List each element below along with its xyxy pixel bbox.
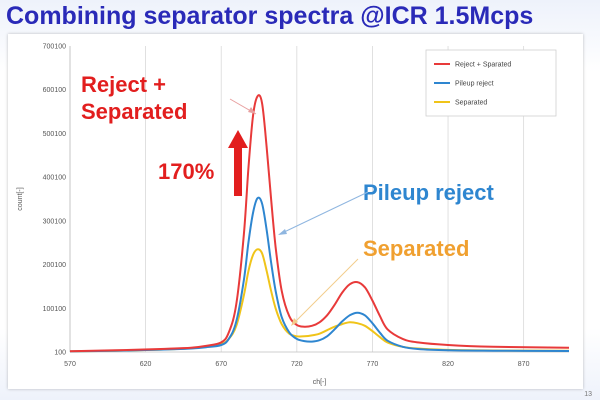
y-tick-label: 400100 — [43, 175, 66, 182]
y-tick-label: 100 — [54, 350, 66, 357]
leader-arrowhead-reject — [248, 107, 256, 114]
y-tick-label: 300100 — [43, 218, 66, 225]
chart-frame: 570 620 670 720 770 820 870 100 100100 200100 3001… — [8, 34, 583, 389]
y-tick-label: 500100 — [43, 131, 66, 138]
leader-arrowhead-pileup — [278, 229, 287, 235]
x-tick-label: 720 — [291, 361, 303, 368]
leader-line-pileup — [279, 191, 369, 235]
increase-arrow-shaft — [234, 146, 242, 196]
x-tick-label: 620 — [140, 361, 152, 368]
y-axis-label: count[-] — [17, 187, 24, 210]
y-tick-label: 700100 — [43, 44, 66, 51]
series-line-reject-sparated — [69, 94, 570, 353]
legend: Reject + Sparated Pileup reject Separated — [425, 49, 557, 117]
increase-arrow-head — [228, 130, 248, 148]
x-tick-label: 870 — [518, 361, 530, 368]
page-number: 13 — [584, 391, 592, 398]
annotation-separated: Separated — [363, 236, 469, 261]
annotation-pileup-reject: Pileup reject — [363, 180, 495, 205]
annotation-reject-separated-line1: Reject + — [81, 72, 166, 97]
axes: 570 620 670 720 770 820 8701001001002001003001… — [17, 44, 569, 386]
series-line-pileup-reject — [69, 196, 570, 353]
y-tick-label: 600100 — [43, 87, 66, 94]
x-axis-label: ch[-] — [313, 379, 327, 386]
series-lines — [69, 94, 570, 353]
spectrum-chart: 570 620 670 720 770 820 8701001001002001003001… — [17, 44, 570, 386]
y-tick-label: 100100 — [43, 306, 66, 313]
leader-arrowhead-separated — [291, 318, 298, 326]
legend-label: Separated — [455, 100, 487, 107]
legend-label: Reject + Sparated — [455, 62, 511, 69]
legend-label: Pileup reject — [455, 81, 494, 88]
x-tick-label: 820 — [442, 361, 454, 368]
y-tick-label: 200100 — [43, 262, 66, 269]
annotation-reject-separated-line2: Separated — [81, 99, 187, 124]
series-line-separated — [69, 248, 570, 353]
leader-line-separated — [292, 258, 359, 325]
slide-title: Combining separator spectra @ICR 1.5Mcps — [6, 2, 534, 30]
x-tick-label: 570 — [64, 361, 76, 368]
x-tick-label: 670 — [215, 361, 227, 368]
annotation-170-percent: 170% — [158, 159, 214, 184]
x-tick-label: 770 — [367, 361, 379, 368]
